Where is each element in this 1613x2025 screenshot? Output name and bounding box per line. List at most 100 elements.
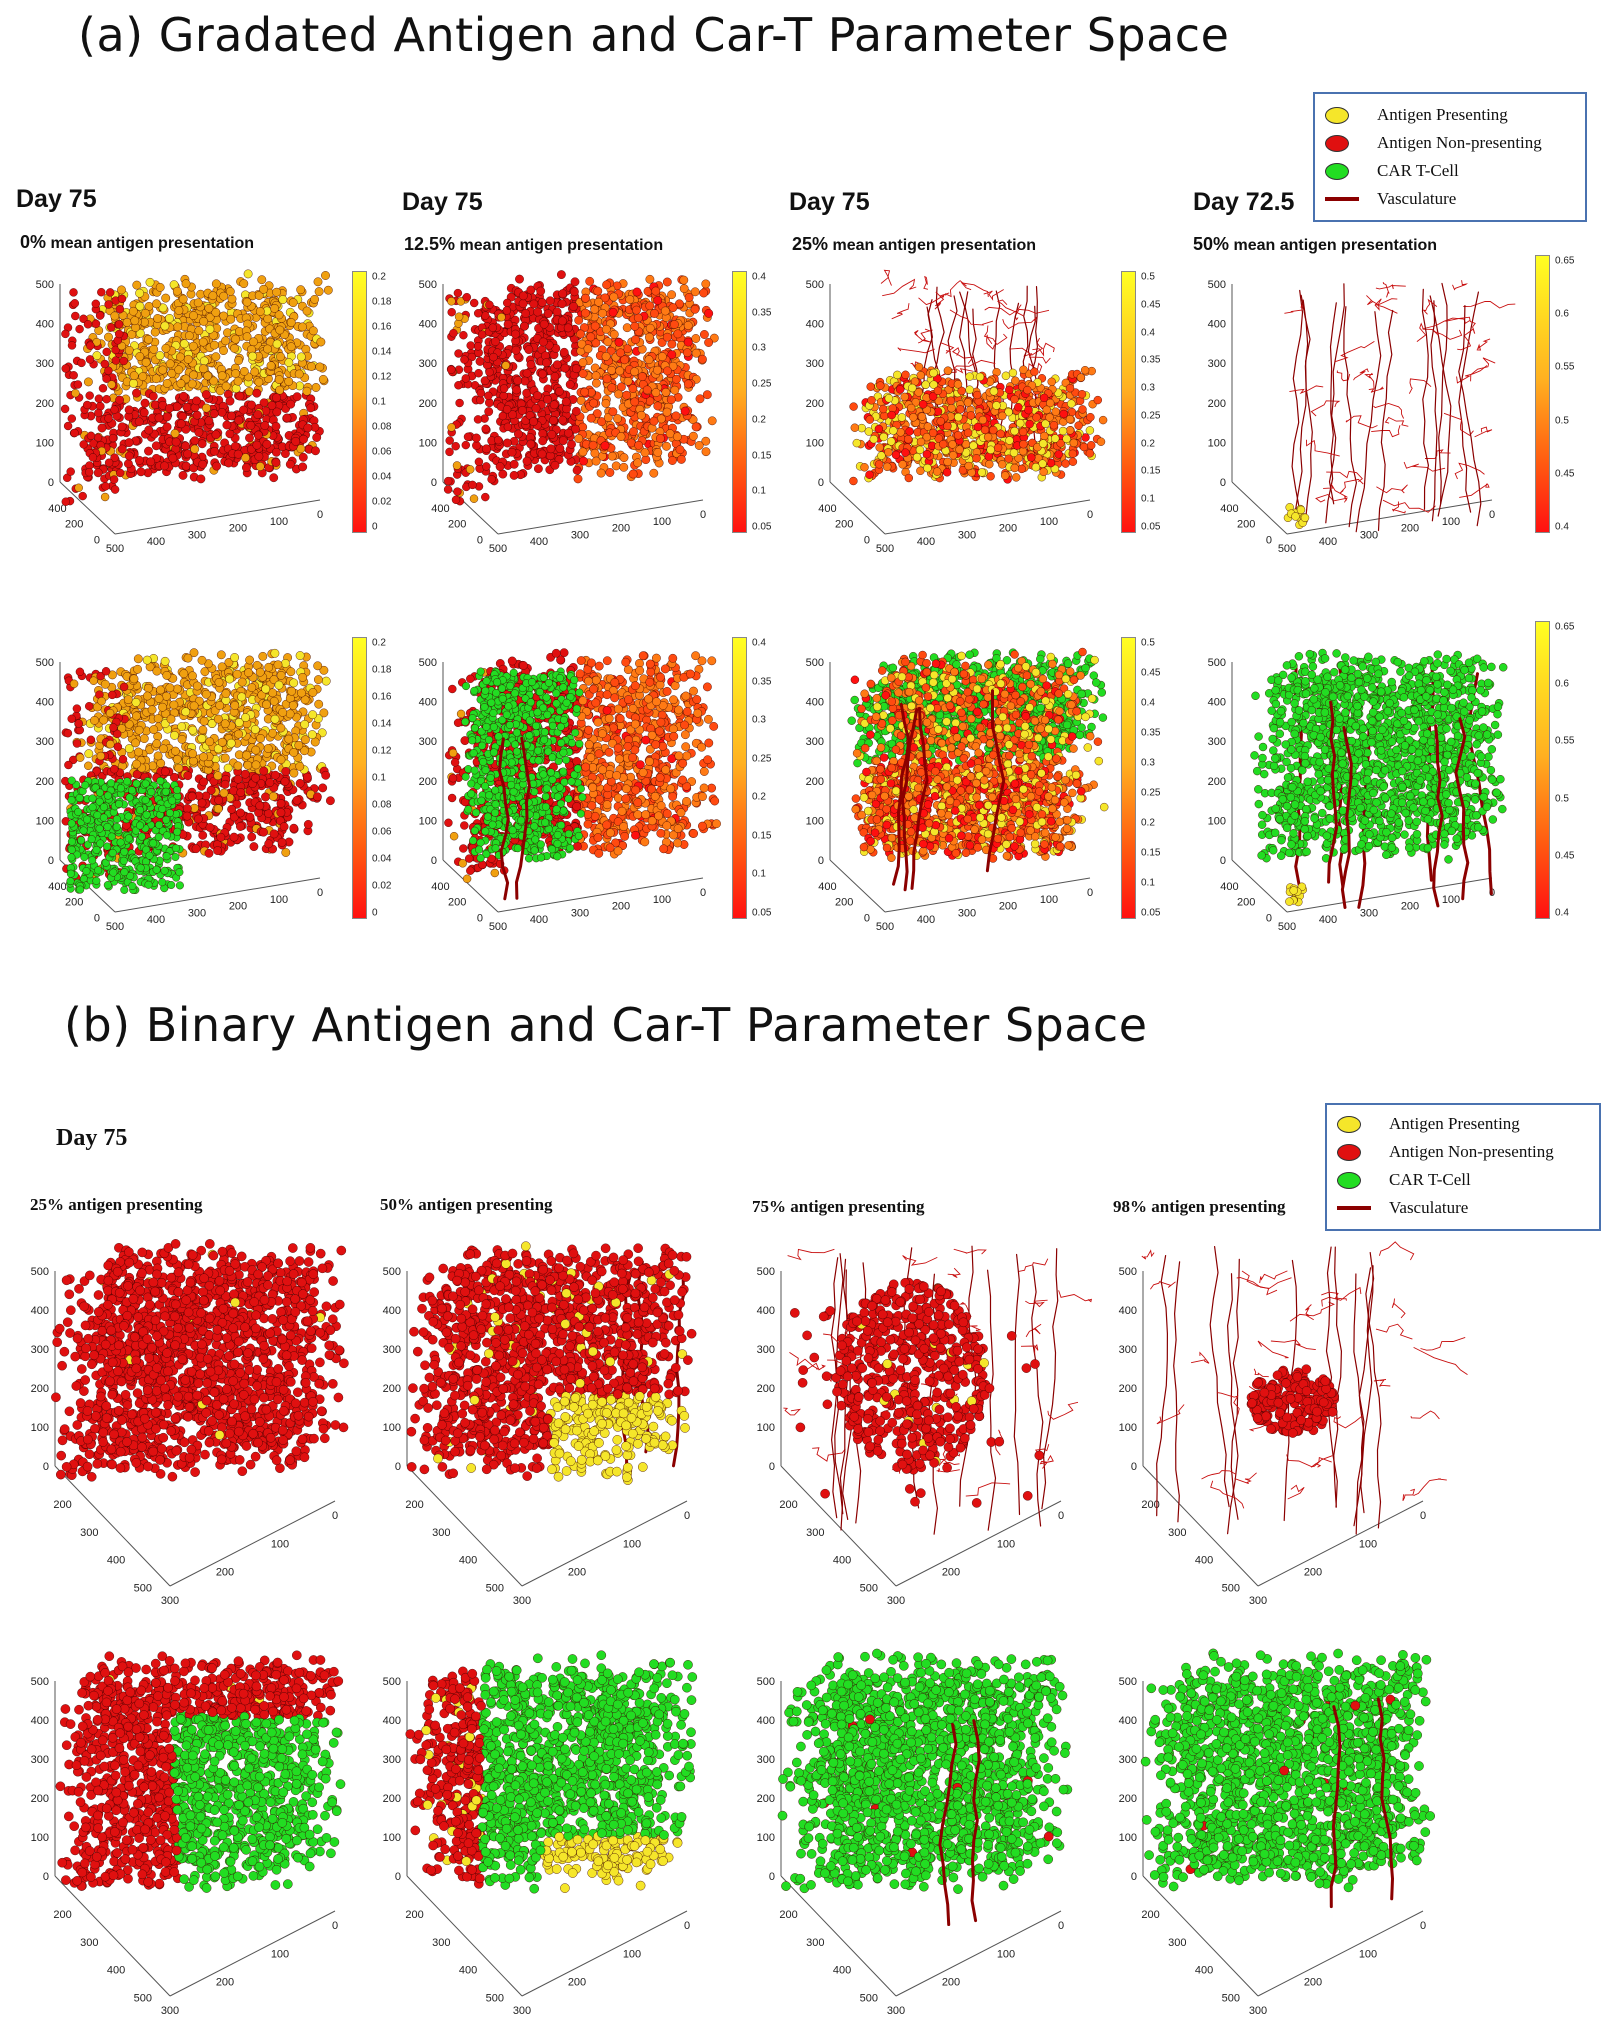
cell-marker [129, 379, 138, 388]
vessel-branch [940, 342, 955, 354]
colorbar-tick-label: 0.45 [1555, 468, 1574, 479]
cell-marker [495, 462, 505, 472]
cell-marker [590, 448, 600, 458]
cell-marker [607, 383, 617, 393]
cell-marker [526, 439, 536, 449]
cell-marker [296, 352, 306, 362]
vessel-branch [1452, 280, 1468, 291]
axes [829, 284, 1091, 535]
a-col1-label: mean antigen presentation [46, 235, 254, 252]
cell-marker [234, 415, 244, 425]
cell-marker [231, 369, 241, 378]
cell-marker [461, 374, 470, 383]
y-tick-label: 0 [477, 534, 483, 546]
vessel-branch [983, 289, 1004, 301]
cell-marker [502, 405, 512, 414]
cell-marker [101, 482, 110, 491]
cell-marker [263, 344, 272, 354]
cell-marker [1023, 385, 1032, 395]
y-axis-line [829, 481, 886, 535]
cell-marker [849, 476, 858, 486]
x-tick-label: 100 [1040, 516, 1058, 528]
cell-marker [682, 348, 692, 358]
a-col3-label: mean antigen presentation [828, 237, 1036, 254]
z-tick-label: 200 [36, 776, 54, 788]
cell-marker [109, 723, 118, 732]
cell-marker [181, 707, 191, 717]
cell-marker [1061, 459, 1070, 468]
cell-marker [1065, 426, 1075, 435]
cell-marker [86, 735, 96, 745]
colorbar-tick-label: 0.25 [1141, 410, 1160, 421]
cell-marker [263, 314, 273, 324]
cell-marker [272, 393, 281, 403]
cell-marker [611, 461, 621, 471]
cell-marker [153, 314, 163, 323]
cell-marker [893, 370, 902, 380]
cell-marker [560, 363, 570, 373]
vessel-branch [880, 269, 892, 286]
cell-marker [110, 485, 120, 494]
cell-marker [104, 414, 113, 423]
cell-marker [153, 751, 163, 761]
cell-marker [879, 432, 888, 442]
cell-marker [226, 738, 236, 748]
cell-marker [222, 420, 232, 430]
vessel-branch [949, 309, 994, 326]
z-tick-label: 400 [36, 697, 54, 709]
cell-marker [94, 394, 104, 403]
cell-marker [489, 352, 498, 362]
cell-marker [581, 293, 590, 303]
cell-marker [253, 430, 263, 440]
colorbar-tick-label: 0 [372, 522, 378, 533]
cell-marker [132, 280, 142, 290]
cell-marker [922, 432, 932, 442]
colorbar-tick-label: 0.1 [1141, 494, 1155, 505]
cell-marker [170, 746, 180, 756]
cell-marker [1041, 419, 1050, 429]
z-tick-label: 400 [36, 319, 54, 331]
cell-marker [675, 445, 685, 455]
vessel [1325, 302, 1337, 524]
vessel-branch [891, 303, 910, 320]
cell-marker [141, 357, 151, 367]
cell-marker [96, 671, 105, 681]
cell-marker [502, 306, 512, 315]
y-tick-label: 400 [48, 503, 66, 515]
cell-marker [701, 447, 711, 457]
vessel-branch [951, 347, 974, 364]
cell-marker [100, 679, 110, 689]
colorbar-tick-label: 0.3 [752, 343, 766, 354]
cell-marker [303, 423, 313, 433]
cell-marker [701, 279, 711, 289]
cell-marker [651, 286, 661, 296]
cell-marker [580, 308, 590, 318]
z-tick-label: 400 [1208, 319, 1226, 331]
z-tick-label: 500 [806, 279, 824, 291]
cell-marker [1004, 407, 1013, 417]
cell-marker [321, 770, 331, 780]
vessel [1294, 294, 1311, 516]
cell-marker [282, 413, 292, 423]
cell-marker [259, 284, 269, 294]
legend-label: Antigen Presenting [1377, 105, 1508, 125]
cell-marker [179, 391, 189, 401]
vessel-branch [1336, 370, 1351, 382]
cell-marker [541, 358, 551, 368]
x-tick-label: 300 [188, 529, 206, 541]
cell-marker [628, 384, 638, 393]
cell-marker [452, 461, 462, 470]
legend-label: Antigen Non-presenting [1377, 133, 1542, 153]
vessel-branch [1382, 282, 1390, 298]
cell-marker [91, 299, 101, 308]
z-tick-label: 300 [36, 736, 54, 748]
cell-marker [683, 337, 693, 347]
vessel [1302, 299, 1313, 521]
cell-marker [652, 365, 662, 375]
cell-marker [280, 659, 290, 668]
cell-marker [212, 461, 222, 471]
x-axis-line [884, 499, 1091, 535]
cell-marker [188, 756, 198, 766]
cell-marker [928, 392, 938, 401]
cell-marker [187, 791, 197, 801]
